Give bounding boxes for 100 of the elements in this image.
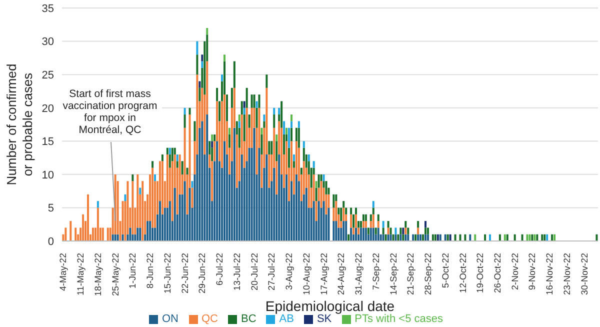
bar (360, 228, 362, 241)
bar (168, 148, 171, 154)
bar (201, 61, 204, 68)
x-tick-label: 14-Sep-22 (388, 253, 398, 296)
bar (422, 234, 424, 241)
x-tick-label: 15-Jun-22 (162, 253, 172, 294)
bar (278, 154, 280, 241)
x-tick-label: 17-Aug-22 (318, 253, 329, 296)
x-tick-label: 5-Oct-22 (440, 253, 450, 288)
bar (248, 114, 250, 128)
bar (312, 161, 315, 168)
bar (228, 134, 230, 148)
bar (459, 234, 462, 241)
bar (387, 228, 390, 234)
bar (342, 221, 345, 241)
legend-label: PTs with <5 cases (354, 313, 443, 325)
bar (270, 141, 273, 154)
bar (196, 54, 198, 75)
bar (139, 228, 142, 241)
bar (315, 201, 318, 222)
x-tick-label: 11-May-22 (76, 253, 86, 296)
bar (92, 228, 94, 241)
bar (315, 181, 318, 188)
x-tick-label: 1-Jun-22 (128, 253, 138, 289)
bar (446, 234, 449, 241)
bar (216, 88, 218, 102)
bar (315, 188, 318, 202)
bar (390, 228, 392, 234)
bar (266, 74, 268, 88)
bar (106, 228, 109, 241)
legend-label: AB (279, 313, 294, 325)
bar (362, 214, 364, 222)
bar (536, 234, 538, 241)
bar (149, 221, 152, 241)
bar (184, 181, 186, 241)
bar (432, 234, 434, 241)
bar (154, 174, 156, 182)
bar (372, 214, 374, 228)
bar (226, 94, 228, 122)
bar (546, 234, 548, 241)
y-tick-label: 25 (42, 69, 54, 82)
bar (377, 228, 380, 241)
bar (276, 134, 278, 142)
bar (534, 234, 536, 241)
bar (318, 201, 320, 241)
bar (233, 61, 236, 88)
y-tick-label: 35 (42, 2, 54, 15)
bar (402, 234, 404, 241)
bar (221, 74, 224, 82)
bar (283, 134, 286, 154)
bar (342, 208, 345, 222)
bar (362, 221, 364, 228)
y-axis-title: Number of confirmed or probable cases (4, 64, 35, 186)
bar (298, 121, 300, 128)
bar (176, 154, 178, 162)
bar (248, 148, 250, 241)
bar (82, 214, 84, 241)
bar (288, 148, 290, 168)
x-tick-label: 30-Nov-22 (579, 253, 590, 296)
bar (417, 234, 420, 241)
bar (397, 234, 400, 241)
bar (166, 154, 168, 208)
bar (364, 214, 367, 222)
bar (223, 54, 226, 62)
x-tick-label: 10-Aug-22 (301, 253, 312, 296)
bar (96, 208, 99, 241)
bar (372, 228, 374, 241)
bar (243, 101, 246, 108)
bar (298, 128, 300, 148)
bar (498, 234, 501, 241)
bar (223, 141, 226, 241)
bar (295, 174, 298, 241)
bar (166, 148, 168, 154)
bar (236, 134, 238, 188)
x-tick-label: 8-Jun-22 (145, 253, 156, 289)
bar (469, 234, 472, 241)
y-tick-label: 10 (42, 169, 54, 182)
bar (258, 94, 260, 108)
bar (240, 101, 243, 115)
bar (70, 221, 72, 241)
bar (302, 141, 305, 148)
bar (382, 228, 384, 234)
bar (364, 221, 367, 228)
bar (387, 221, 390, 228)
x-tick-label: 6-Jul-22 (214, 253, 225, 286)
bar (325, 181, 328, 194)
bar (164, 208, 166, 241)
bar (152, 161, 154, 168)
bar (322, 174, 325, 182)
bar (260, 134, 263, 154)
bar (364, 228, 367, 241)
bar (506, 234, 508, 241)
bar (184, 108, 186, 115)
y-tick-label: 20 (42, 102, 54, 115)
x-tick-label: 9-Nov-22 (527, 253, 538, 290)
bar (541, 234, 544, 241)
bar (404, 221, 407, 228)
bar (243, 114, 246, 142)
bar (184, 114, 186, 128)
bar (194, 121, 196, 142)
